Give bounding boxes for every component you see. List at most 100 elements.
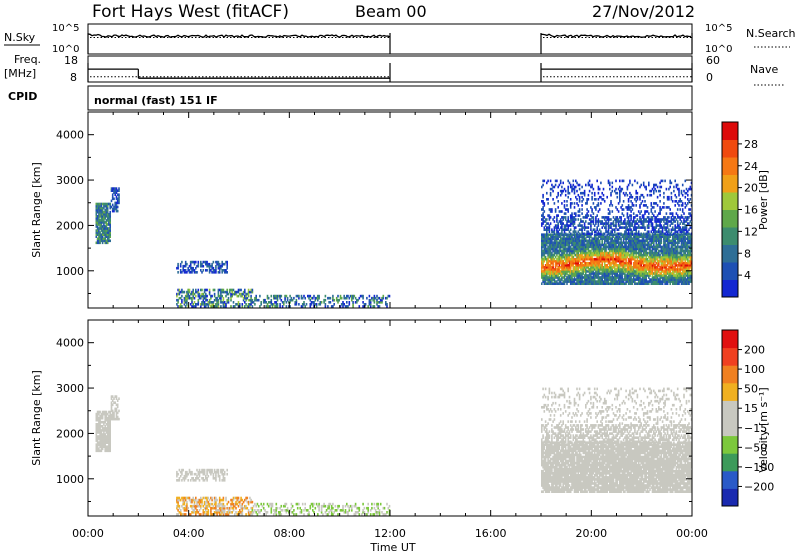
- echo-cell: [543, 274, 546, 277]
- echo-cell: [553, 232, 556, 236]
- echo-cell: [620, 232, 622, 236]
- echo-cell: [622, 222, 625, 225]
- echo-cell: [648, 241, 650, 245]
- echo-cell: [542, 261, 544, 265]
- echo-cell: [575, 185, 577, 189]
- echo-cell: [629, 264, 631, 267]
- echo-cell: [564, 241, 567, 245]
- echo-cell: [660, 259, 663, 263]
- echo-cell: [665, 274, 668, 277]
- echo-cell: [605, 220, 607, 223]
- echo-cell: [257, 298, 260, 302]
- echo-cell: [595, 272, 597, 275]
- echo-cell: [546, 251, 548, 255]
- echo-cell: [551, 251, 553, 255]
- echo-cell: [635, 282, 637, 285]
- echo-cell: [683, 232, 685, 236]
- echo-cell: [666, 270, 669, 273]
- echo-cell: [687, 255, 689, 259]
- echo-cell: [646, 272, 649, 275]
- echo-cell: [637, 245, 640, 249]
- echo-cell: [563, 274, 566, 277]
- echo-cell: [572, 251, 575, 255]
- echo-cell: [631, 204, 634, 207]
- echo-cell: [561, 222, 563, 225]
- echo-cell: [323, 301, 325, 304]
- echo-cell: [177, 262, 179, 266]
- echo-cell: [678, 224, 680, 227]
- echo-cell: [663, 257, 665, 261]
- echo-cell: [267, 301, 270, 304]
- echo-cell: [564, 239, 567, 243]
- echo-cell: [588, 218, 591, 221]
- echo-cell: [356, 301, 358, 304]
- echo-cell: [564, 226, 567, 229]
- freq-tick-bottom: 8: [70, 71, 77, 84]
- echo-cell: [587, 247, 590, 251]
- echo-cell: [680, 191, 683, 195]
- echo-cell: [221, 271, 223, 274]
- echo-cell: [557, 214, 559, 217]
- echo-cell: [226, 260, 228, 264]
- echo-cell: [679, 261, 681, 265]
- echo-cell: [683, 220, 685, 223]
- echo-cell: [587, 255, 590, 259]
- echo-cell: [678, 193, 680, 197]
- echo-cell: [659, 268, 661, 271]
- echo-cell: [541, 251, 543, 255]
- echo-cell: [653, 185, 655, 189]
- echo-cell: [640, 266, 642, 269]
- echo-cell: [676, 255, 679, 259]
- echo-cell: [617, 202, 620, 205]
- echo-cell: [590, 255, 592, 259]
- echo-cell: [591, 276, 593, 279]
- echo-cell: [586, 257, 588, 261]
- echo-cell: [576, 270, 578, 273]
- echo-cell: [562, 228, 564, 231]
- echo-cell: [551, 276, 553, 279]
- echo-cell: [595, 247, 597, 251]
- echo-cell: [602, 257, 605, 261]
- echo-cell: [617, 210, 620, 213]
- echo-cell: [255, 296, 257, 300]
- echo-cell: [629, 282, 631, 285]
- echo-cell: [619, 270, 621, 273]
- echo-cell: [567, 241, 569, 245]
- echo-cell: [542, 259, 544, 263]
- echo-cell: [575, 218, 577, 221]
- echo-cell: [592, 270, 595, 273]
- echo-cell: [615, 253, 617, 257]
- echo-cell: [552, 237, 554, 240]
- echo-cell: [616, 255, 619, 259]
- echo-cell: [655, 276, 658, 279]
- echo-cell: [564, 245, 567, 249]
- echo-cell: [588, 253, 591, 257]
- echo-cell: [541, 272, 543, 275]
- echo-cell: [673, 280, 675, 283]
- echo-cell: [177, 292, 179, 296]
- echo-cell: [648, 266, 650, 269]
- echo-cell: [576, 253, 578, 257]
- echo-cell: [580, 278, 582, 281]
- echo-cell: [577, 253, 580, 257]
- echo-cell: [622, 282, 625, 285]
- echo-cell: [624, 222, 626, 225]
- echo-cell: [607, 247, 610, 251]
- echo-cell: [651, 187, 654, 191]
- echo-cell: [590, 274, 592, 277]
- echo-cell: [680, 230, 683, 233]
- echo-cell: [106, 449, 109, 453]
- echo-cell: [624, 241, 626, 245]
- echo-cell: [387, 294, 390, 298]
- echo-cell: [637, 249, 640, 253]
- echo-cell: [596, 255, 598, 259]
- echo-cell: [665, 245, 668, 249]
- echo-cell: [544, 282, 547, 285]
- echo-cell: [586, 239, 588, 243]
- echo-cell: [641, 253, 644, 257]
- echo-cell: [632, 243, 635, 247]
- echo-cell: [617, 247, 620, 251]
- echo-cell: [324, 303, 327, 306]
- echo-cell: [635, 270, 637, 273]
- echo-cell: [624, 253, 626, 257]
